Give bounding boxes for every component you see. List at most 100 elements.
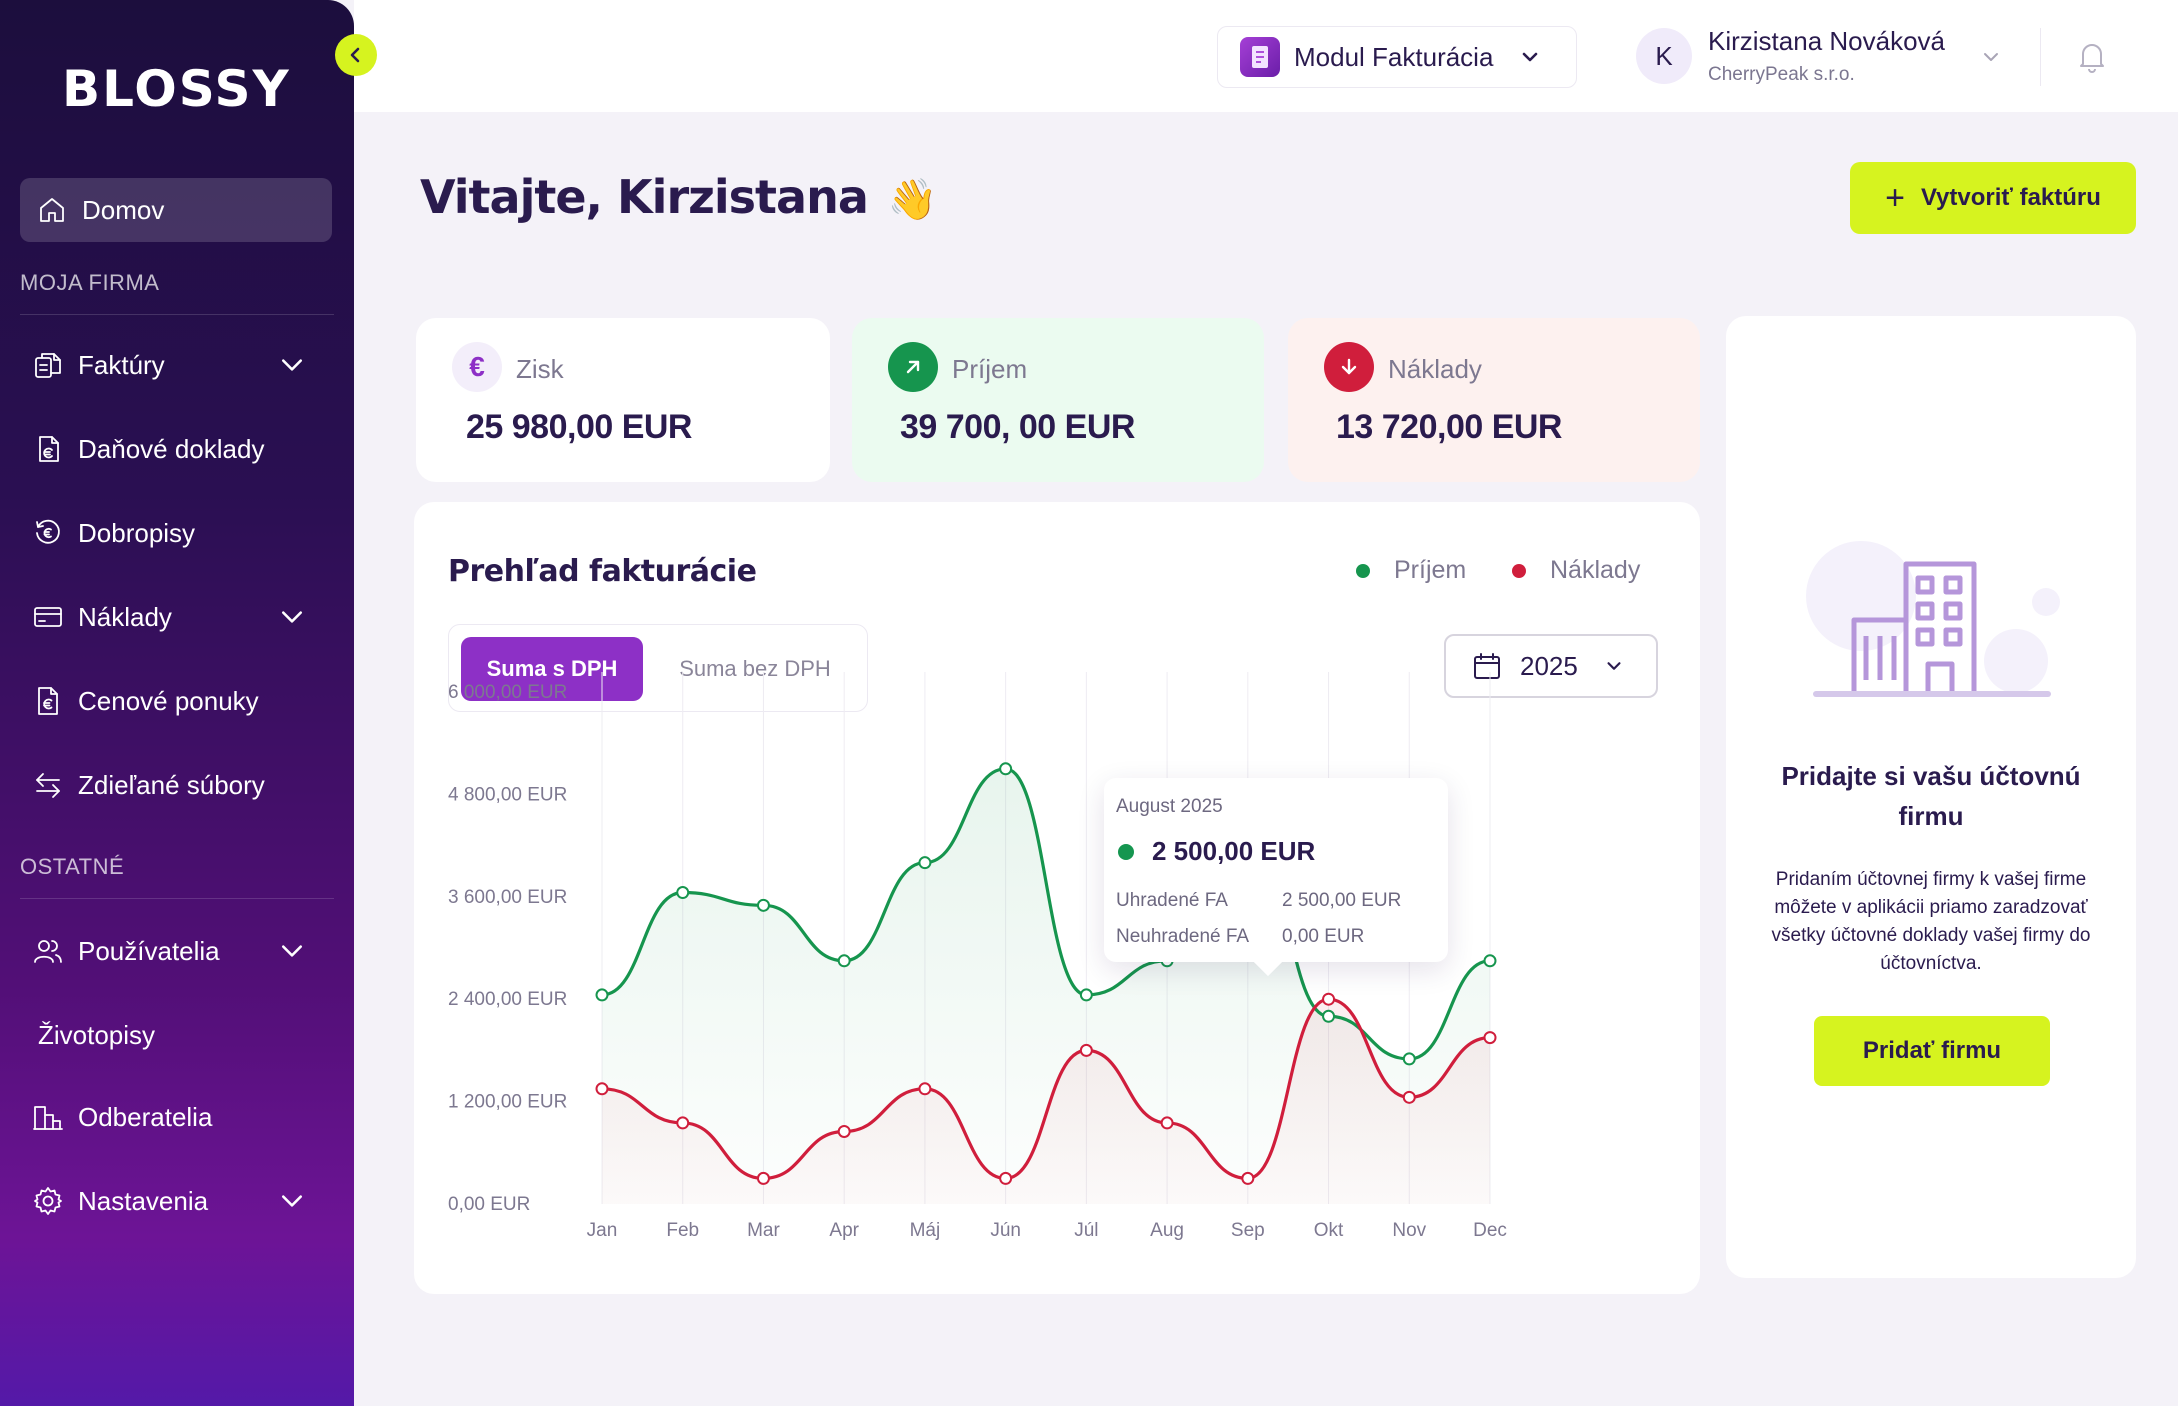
tooltip-paid-value: 2 500,00 EUR <box>1282 890 1402 911</box>
tooltip-month: August 2025 <box>1116 796 1223 817</box>
data-point[interactable] <box>1322 992 1336 1006</box>
tax-document-icon <box>39 436 59 462</box>
x-tick-label: Dec <box>1473 1220 1507 1241</box>
module-selector[interactable]: Modul Fakturácia <box>1217 26 1577 88</box>
x-tick-label: Máj <box>910 1220 941 1241</box>
sidebar-item-invoices[interactable]: Faktúry <box>32 340 322 390</box>
wave-emoji: 👋 <box>887 177 938 223</box>
y-tick-label: 2 400,00 EUR <box>448 989 567 1010</box>
stat-value: 25 980,00 EUR <box>466 408 693 446</box>
data-point[interactable] <box>918 1082 932 1096</box>
create-invoice-button[interactable]: + Vytvoriť faktúru <box>1850 162 2136 234</box>
sidebar-item-shared-files[interactable]: Zdieľané súbory <box>32 760 322 810</box>
x-tick-label: Sep <box>1231 1220 1265 1241</box>
x-tick-label: Nov <box>1392 1220 1426 1241</box>
sidebar-item-label: Životopisy <box>38 1019 156 1050</box>
sidebar-item-label: Dobropisy <box>78 517 196 548</box>
chevron-down-icon[interactable] <box>276 935 308 967</box>
user-company: CherryPeak s.r.o. <box>1708 64 1855 85</box>
data-point[interactable] <box>837 954 851 968</box>
data-point[interactable] <box>756 898 770 912</box>
data-point[interactable] <box>1079 1043 1093 1057</box>
sidebar-item-users[interactable]: Používatelia <box>32 926 322 976</box>
tooltip-unpaid-label: Neuhradené FA <box>1116 926 1250 947</box>
data-point[interactable] <box>1160 1116 1174 1130</box>
y-tick-label: 6 000,00 EUR <box>448 682 567 703</box>
year-selector[interactable]: 2025 <box>1444 634 1658 698</box>
add-firm-button[interactable]: Pridať firmu <box>1814 1016 2050 1086</box>
sidebar-item-tax-documents[interactable]: Daňové doklady <box>32 424 322 474</box>
sidebar-item-costs[interactable]: Náklady <box>32 592 322 642</box>
sidebar-item-label: Náklady <box>78 601 172 632</box>
series-area <box>602 999 1490 1204</box>
x-tick-label: Feb <box>666 1220 699 1241</box>
sidebar-item-quotes[interactable]: Cenové ponuky <box>32 676 322 726</box>
data-point[interactable] <box>676 1116 690 1130</box>
chevron-down-icon[interactable] <box>276 1185 308 1217</box>
line-chart[interactable]: 0,00 EUR 1 200,00 EUR 2 400,00 EUR 3 600,00… <box>414 502 1700 1294</box>
user-menu[interactable]: K Kirzistana Nováková CherryPeak s.r.o. <box>1636 22 2016 92</box>
data-point[interactable] <box>595 1082 609 1096</box>
avatar: K <box>1636 28 1692 84</box>
sidebar-item-label: Faktúry <box>78 349 165 380</box>
x-tick-label: Jún <box>990 1220 1021 1241</box>
x-tick-label: Mar <box>747 1220 780 1241</box>
stat-card-income: Príjem 39 700, 00 EUR <box>852 318 1264 482</box>
sidebar-item-label: Cenové ponuky <box>78 685 259 716</box>
data-point[interactable] <box>1402 1090 1416 1104</box>
data-point[interactable] <box>837 1124 851 1138</box>
y-tick-label: 1 200,00 EUR <box>448 1092 567 1113</box>
data-point[interactable] <box>1483 1031 1497 1045</box>
create-invoice-label: Vytvoriť faktúru <box>1920 184 2101 211</box>
tooltip-paid-label: Uhradené FA <box>1116 890 1228 911</box>
stat-value: 39 700, 00 EUR <box>900 408 1135 446</box>
sidebar-item-customers[interactable]: Odberatelia <box>32 1092 322 1142</box>
legend-dot <box>1118 843 1134 860</box>
chevron-down-icon[interactable] <box>1980 46 2002 68</box>
y-tick-label: 3 600,00 EUR <box>448 887 567 908</box>
sidebar-item-label: Zdieľané súbory <box>78 769 265 800</box>
arrow-up-right-icon <box>888 342 938 392</box>
data-point[interactable] <box>1241 1171 1255 1185</box>
toggle-with-vat[interactable]: Suma s DPH <box>461 637 643 701</box>
chevron-down-icon[interactable] <box>276 349 308 381</box>
data-point[interactable] <box>756 1171 770 1185</box>
legend-item-costs: Náklady <box>1512 556 1640 585</box>
x-tick-label: Apr <box>829 1220 859 1241</box>
data-point[interactable] <box>1079 988 1093 1002</box>
legend-dot <box>1512 563 1526 578</box>
divider <box>2040 28 2041 86</box>
chevron-down-icon <box>1523 52 1538 62</box>
stat-card-costs: Náklady 13 720,00 EUR <box>1288 318 1700 482</box>
user-name: Kirzistana Nováková <box>1708 26 1945 56</box>
stat-value: 13 720,00 EUR <box>1336 408 1563 446</box>
sidebar-item-credit-notes[interactable]: Dobropisy <box>32 508 322 558</box>
bell-icon[interactable] <box>2074 38 2110 74</box>
vat-toggle: Suma s DPH Suma bez DPH <box>448 624 868 712</box>
sidebar-item-home[interactable]: Domov <box>20 178 332 242</box>
data-point[interactable] <box>999 1171 1013 1185</box>
collapse-sidebar-button[interactable] <box>335 34 377 76</box>
data-point[interactable] <box>1402 1052 1416 1066</box>
data-point[interactable] <box>595 988 609 1002</box>
legend-label: Príjem <box>1394 556 1467 584</box>
year-value: 2025 <box>1520 650 1578 681</box>
legend-item-income: Príjem <box>1356 556 1466 585</box>
add-firm-card: Pridajte si vašu účtovnú firmu Pridaním … <box>1726 316 2136 1278</box>
y-tick-label: 4 800,00 EUR <box>448 784 567 805</box>
x-tick-label: Okt <box>1314 1220 1344 1241</box>
data-point[interactable] <box>676 886 690 900</box>
sidebar-item-label: Nastavenia <box>78 1185 209 1216</box>
chevron-down-icon[interactable] <box>276 601 308 633</box>
sidebar-item-settings[interactable]: Nastavenia <box>32 1176 322 1226</box>
chevron-down-icon <box>1607 662 1621 670</box>
billing-overview-card: Prehľad fakturácie Príjem Náklady Suma s… <box>414 502 1700 1294</box>
data-point[interactable] <box>1483 954 1497 968</box>
chart-tooltip: August 2025 2 500,00 EUR Uhradené FA 2 5… <box>1104 778 1448 962</box>
toggle-without-vat[interactable]: Suma bez DPH <box>679 656 831 681</box>
data-point[interactable] <box>1322 1009 1336 1023</box>
data-point[interactable] <box>918 856 932 870</box>
x-tick-label: Jan <box>587 1220 618 1241</box>
data-point[interactable] <box>999 762 1013 776</box>
sidebar-item-resumes[interactable]: Životopisy <box>38 1010 328 1060</box>
